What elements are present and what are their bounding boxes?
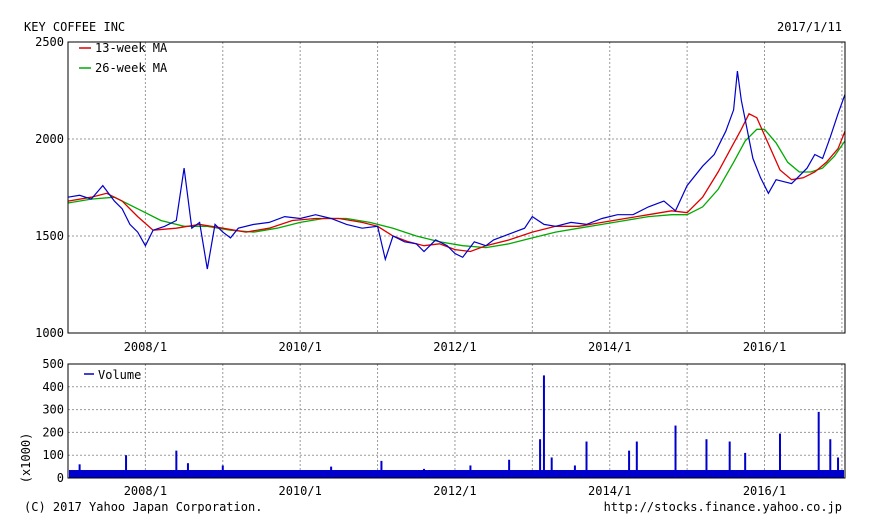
price-x-tick-label: 2010/1 (278, 340, 321, 354)
volume-y-tick-label: 300 (42, 403, 64, 417)
price-series (67, 71, 846, 270)
volume-bar (78, 464, 81, 478)
volume-bar (628, 450, 631, 478)
volume-y-tick-label: 0 (57, 471, 64, 485)
legend-label-26-week-ma: 26-week MA (95, 61, 168, 75)
volume-y-tick-label: 100 (42, 448, 64, 462)
volume-y-tick-label: 200 (42, 425, 64, 439)
volume-x-tick-label: 2016/1 (743, 484, 786, 498)
price-y-axis: 2500 2000 1500 1000 (35, 35, 64, 340)
price-x-axis: 2008/1 2010/1 2012/1 2014/1 2016/1 (124, 340, 786, 354)
volume-panel: 500 400 300 200 100 0 2008/1 2010/1 2012/1 2014/… (19, 357, 846, 498)
volume-bar (635, 441, 638, 478)
price-y-tick-label: 1500 (35, 229, 64, 243)
volume-y-tick-label: 500 (42, 357, 64, 371)
volume-bar (728, 441, 731, 478)
volume-bar (508, 459, 511, 478)
volume-bar (422, 468, 425, 478)
volume-x-tick-label: 2010/1 (278, 484, 321, 498)
volume-x-tick-label: 2008/1 (124, 484, 167, 498)
volume-bar (778, 433, 781, 478)
legend-label-volume: Volume (98, 368, 141, 382)
volume-y-tick-label: 400 (42, 380, 64, 394)
volume-bar (674, 425, 677, 478)
volume-bar (125, 455, 128, 478)
copyright-text: (C) 2017 Yahoo Japan Corporation. (24, 500, 262, 514)
price-panel: 2500 2000 1500 1000 2008/1 2010/1 2012/1 2014/… (35, 35, 846, 354)
volume-bar (542, 375, 545, 478)
volume-bar (744, 452, 747, 478)
price-x-tick-label: 2016/1 (743, 340, 786, 354)
price-y-tick-label: 1000 (35, 326, 64, 340)
volume-bar (573, 465, 576, 478)
price-x-tick-label: 2014/1 (588, 340, 631, 354)
ma26-line (67, 128, 846, 249)
chart-title: KEY COFFEE INC (24, 20, 125, 34)
volume-bar (705, 439, 708, 478)
volume-x-tick-label: 2014/1 (588, 484, 631, 498)
volume-bar (585, 441, 588, 478)
chart-date: 2017/1/11 (777, 20, 842, 34)
price-grid (68, 42, 845, 333)
ma13-line (67, 112, 846, 253)
volume-bar (221, 465, 224, 478)
price-plot-frame (67, 41, 846, 334)
price-x-tick-label: 2008/1 (124, 340, 167, 354)
volume-bar (837, 457, 840, 478)
volume-bar (817, 411, 820, 478)
volume-plot-frame (67, 363, 846, 479)
volume-x-axis: 2008/1 2010/1 2012/1 2014/1 2016/1 (124, 484, 786, 498)
volume-bar (469, 465, 472, 478)
volume-bar (330, 466, 333, 478)
source-url: http://stocks.finance.yahoo.co.jp (604, 500, 842, 514)
price-y-tick-label: 2500 (35, 35, 64, 49)
volume-bar (539, 439, 542, 478)
price-y-tick-label: 2000 (35, 132, 64, 146)
price-x-tick-label: 2012/1 (433, 340, 476, 354)
volume-legend: Volume (84, 368, 141, 382)
price-legend: 13-week MA 26-week MA (79, 41, 168, 75)
legend-label-13-week-ma: 13-week MA (95, 41, 168, 55)
volume-y-axis: 500 400 300 200 100 0 (42, 357, 64, 485)
volume-unit-label: (x1000) (19, 433, 33, 484)
volume-grid (68, 364, 845, 478)
volume-bar (550, 457, 553, 478)
volume-baseline-band (69, 470, 844, 478)
volume-bars (69, 375, 844, 478)
price-line (67, 71, 846, 270)
volume-bar (186, 463, 189, 478)
volume-bar (380, 460, 383, 478)
volume-bar (175, 450, 178, 478)
volume-bar (829, 439, 832, 478)
volume-x-tick-label: 2012/1 (433, 484, 476, 498)
